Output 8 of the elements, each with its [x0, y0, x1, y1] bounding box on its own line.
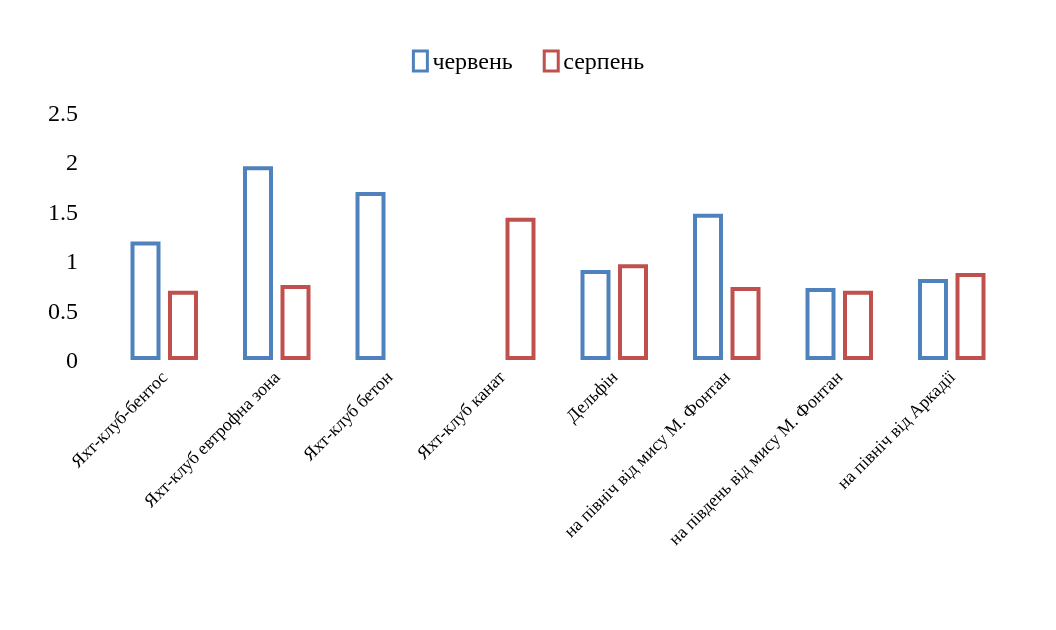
y-tick-label: 2: [66, 149, 78, 176]
y-tick-label: 1.5: [48, 198, 78, 225]
legend-label: червень: [432, 48, 513, 74]
legend-label: серпень: [563, 48, 645, 74]
y-tick-label: 1: [66, 248, 78, 275]
y-tick-label: 0: [66, 347, 78, 373]
y-tick-label: 2.5: [48, 100, 78, 126]
y-tick-label: 0.5: [48, 297, 78, 324]
